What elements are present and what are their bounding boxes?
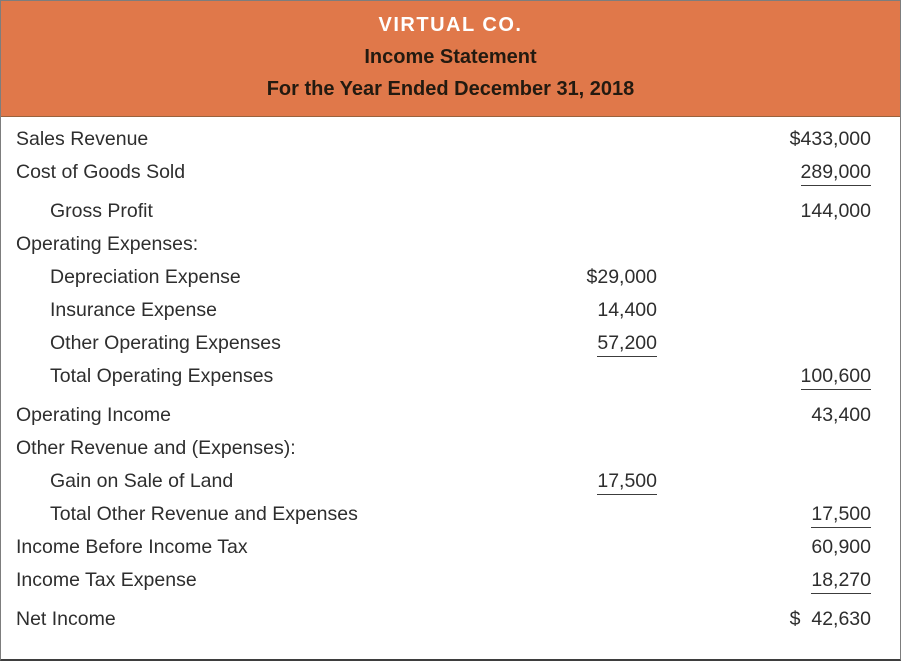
row-amount-right: 43,400	[741, 404, 871, 427]
statement-header: VIRTUAL CO. Income Statement For the Yea…	[1, 1, 900, 117]
row-amount-right: 60,900	[741, 536, 871, 559]
statement-row: Gross Profit 144,000	[16, 200, 871, 233]
statement-row: Depreciation Expense $29,000	[16, 266, 871, 299]
statement-row: Income Before Income Tax 60,900	[16, 536, 871, 569]
statement-period: For the Year Ended December 31, 2018	[266, 78, 635, 100]
amount-value: $ 42,630	[789, 608, 871, 630]
row-amount-right: 100,600	[741, 365, 871, 390]
row-label: Total Other Revenue and Expenses	[50, 503, 358, 525]
row-label: Insurance Expense	[50, 299, 217, 321]
amount-value: 43,400	[811, 404, 871, 426]
row-label: Depreciation Expense	[50, 266, 241, 288]
statement-row: Total Other Revenue and Expenses 17,500	[16, 503, 871, 536]
statement-row: Other Revenue and (Expenses):	[16, 437, 871, 470]
row-amount-middle: 57,200	[537, 332, 657, 357]
statement-row: Operating Expenses:	[16, 233, 871, 266]
row-amount-right: 289,000	[741, 161, 871, 186]
row-amount-right: 17,500	[741, 503, 871, 528]
amount-value: 14,400	[597, 299, 657, 321]
amount-value: 57,200	[597, 332, 657, 357]
statement-title: Income Statement	[364, 46, 537, 68]
statement-body: Sales Revenue $433,000 Cost of Goods Sold 2…	[1, 117, 900, 641]
statement-row: Gain on Sale of Land 17,500	[16, 470, 871, 503]
row-amount-right: $433,000	[741, 128, 871, 151]
amount-value: 17,500	[811, 503, 871, 528]
row-label: Sales Revenue	[16, 128, 149, 150]
amount-value: 17,500	[597, 470, 657, 495]
statement-row: Insurance Expense 14,400	[16, 299, 871, 332]
amount-value: 60,900	[811, 536, 871, 558]
row-label: Other Operating Expenses	[50, 332, 281, 354]
row-amount-right: 144,000	[741, 200, 872, 223]
amount-value: 100,600	[800, 365, 871, 390]
row-label: Total Operating Expenses	[50, 365, 274, 387]
row-label: Gain on Sale of Land	[50, 470, 234, 492]
amount-value: 18,270	[811, 569, 871, 594]
row-amount-right: $ 42,630	[741, 608, 871, 631]
row-label: Operating Income	[16, 404, 172, 426]
statement-row: Net Income $ 42,630	[16, 608, 871, 641]
row-amount-middle: 14,400	[537, 299, 657, 322]
row-amount-middle: 17,500	[537, 470, 657, 495]
company-name: VIRTUAL CO.	[378, 14, 523, 36]
amount-value: 289,000	[800, 161, 871, 186]
statement-row: Cost of Goods Sold 289,000	[16, 161, 871, 194]
row-label: Other Revenue and (Expenses):	[16, 437, 296, 459]
row-label: Net Income	[16, 608, 116, 630]
amount-value: 144,000	[800, 200, 872, 222]
amount-value: $433,000	[789, 128, 871, 150]
row-label: Gross Profit	[50, 200, 153, 222]
statement-row: Sales Revenue $433,000	[16, 128, 871, 161]
amount-value: $29,000	[586, 266, 658, 288]
statement-row: Operating Income 43,400	[16, 404, 871, 437]
row-label: Income Tax Expense	[16, 569, 197, 591]
statement-row: Income Tax Expense 18,270	[16, 569, 871, 602]
row-label: Operating Expenses:	[16, 233, 199, 255]
row-amount-middle: $29,000	[537, 266, 658, 289]
row-label: Income Before Income Tax	[16, 536, 248, 558]
statement-row: Total Operating Expenses 100,600	[16, 365, 871, 398]
statement-row: Other Operating Expenses 57,200	[16, 332, 871, 365]
row-amount-right: 18,270	[741, 569, 871, 594]
row-label: Cost of Goods Sold	[16, 161, 186, 183]
